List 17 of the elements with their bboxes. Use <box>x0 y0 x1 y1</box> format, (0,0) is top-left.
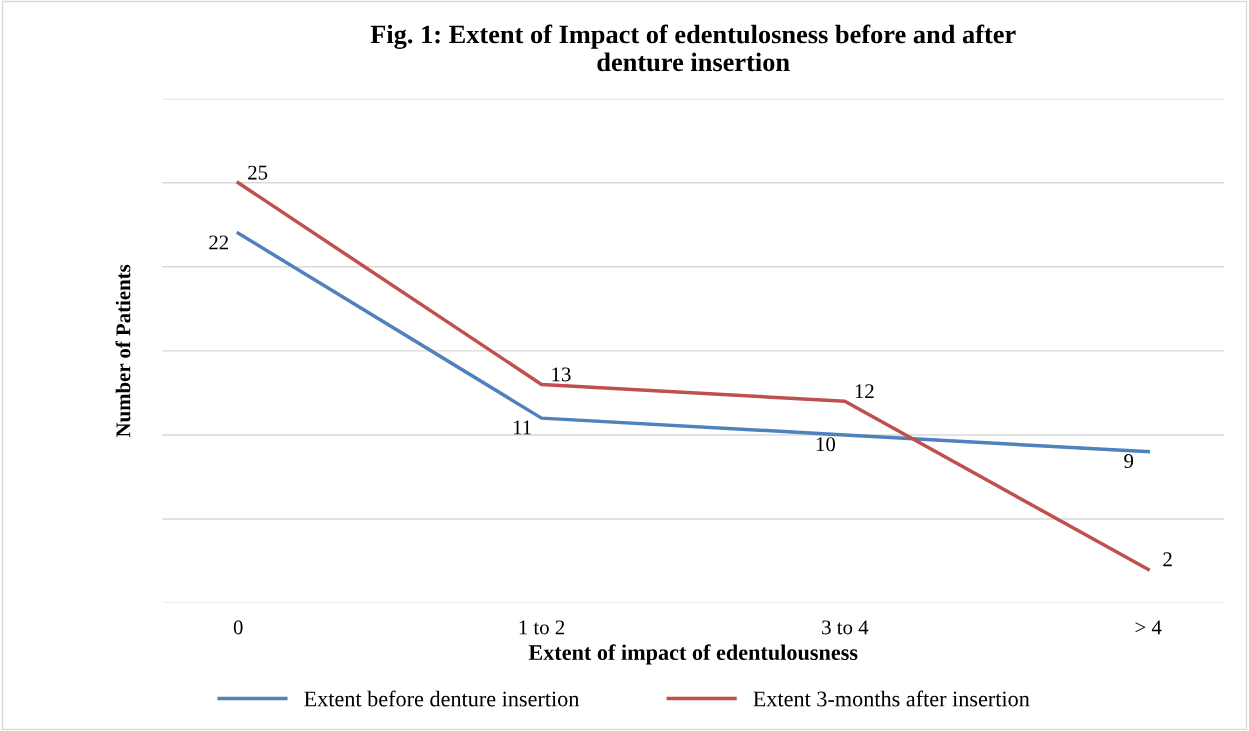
data-label: 12 <box>855 384 874 398</box>
data-label: 2 <box>1163 552 1172 567</box>
legend-label: Extent 3-months after insertion <box>753 690 1030 707</box>
y-axis-title: Number of Patients <box>115 264 131 438</box>
data-label: 11 <box>513 420 531 435</box>
data-label: 25 <box>248 165 268 180</box>
data-label: 9 <box>1124 454 1134 469</box>
data-label: 13 <box>552 367 571 382</box>
x-tick-label: 0 <box>233 620 243 635</box>
x-tick-label: 1 to 2 <box>519 620 565 635</box>
x-tick-label: > 4 <box>1135 620 1162 635</box>
legend-label: Extent before denture insertion <box>304 690 580 707</box>
chart-title: Fig. 1: Extent of Impact of edentulosness before and after denture insertion <box>370 24 1016 72</box>
x-tick-label: 3 to 4 <box>822 620 869 635</box>
data-label: 22 <box>209 235 229 250</box>
x-axis-title: Extent of impact of edentulousness <box>528 644 858 665</box>
data-label: 10 <box>816 437 836 452</box>
